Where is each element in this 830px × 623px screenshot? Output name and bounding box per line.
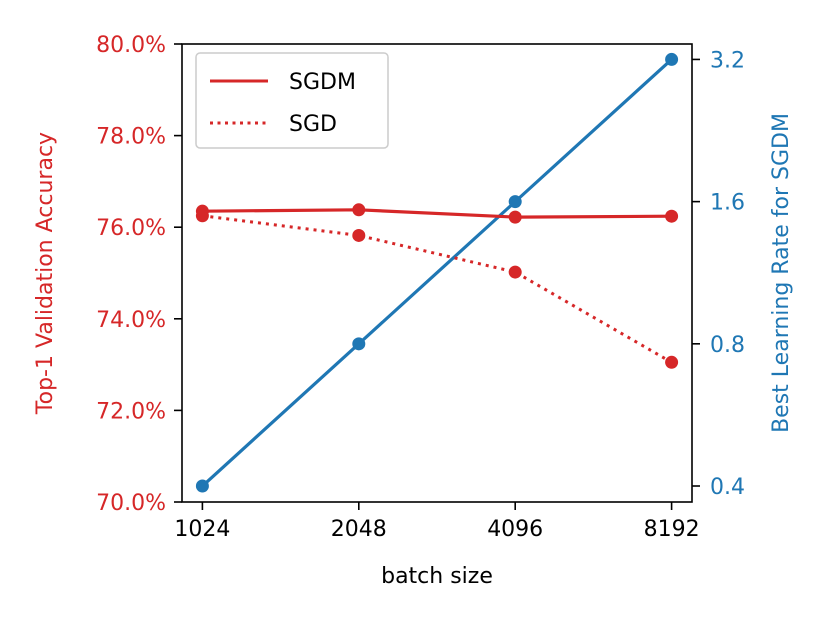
data-point-sgd <box>508 265 522 279</box>
left-tick-label: 76.0% <box>96 216 166 241</box>
x-tick-label: 8192 <box>644 517 700 542</box>
data-point-sgd <box>195 209 209 223</box>
left-tick-label: 80.0% <box>96 33 166 58</box>
legend: SGDM SGD <box>195 52 389 149</box>
series-line-sgdm <box>202 208 672 219</box>
data-point-best-lr-sgdm <box>508 195 522 209</box>
x-tick-label: 1024 <box>174 517 230 542</box>
data-point-best-lr-sgdm <box>665 52 679 66</box>
left-tick-label: 74.0% <box>96 308 166 333</box>
data-point-sgdm <box>508 210 522 224</box>
right-tick-label: 3.2 <box>710 48 745 73</box>
right-axis-label: Best Learning Rate for SGDM <box>769 113 794 433</box>
series-line-sgd <box>202 214 673 364</box>
left-tick-label: 70.0% <box>96 491 166 516</box>
plot-frame <box>181 43 693 503</box>
right-tick-label: 0.8 <box>710 333 745 358</box>
right-tick-label: 1.6 <box>710 191 745 216</box>
data-point-best-lr-sgdm <box>352 337 366 351</box>
legend-sgdm-label: SGDM <box>289 70 356 95</box>
data-point-best-lr-sgdm <box>195 479 209 493</box>
x-axis-label: batch size <box>381 564 493 589</box>
data-point-sgd <box>665 355 679 369</box>
data-point-sgd <box>352 228 366 242</box>
x-tick-label: 2048 <box>331 517 387 542</box>
plot-area: 1024 2048 4096 8192 70.0% 72.0% 74.0% 76.0% 78.0… <box>96 33 745 542</box>
left-tick-label: 78.0% <box>96 125 166 150</box>
data-point-sgdm <box>352 203 366 217</box>
x-tick-label: 4096 <box>487 517 543 542</box>
series-line-best-lr-sgdm <box>201 58 673 488</box>
legend-box <box>195 52 389 149</box>
left-tick-label: 72.0% <box>96 399 166 424</box>
right-tick-label: 0.4 <box>710 475 745 500</box>
legend-sgd-label: SGD <box>289 112 337 137</box>
left-axis-label: Top-1 Validation Accuracy <box>33 132 58 415</box>
data-point-sgdm <box>665 209 679 223</box>
